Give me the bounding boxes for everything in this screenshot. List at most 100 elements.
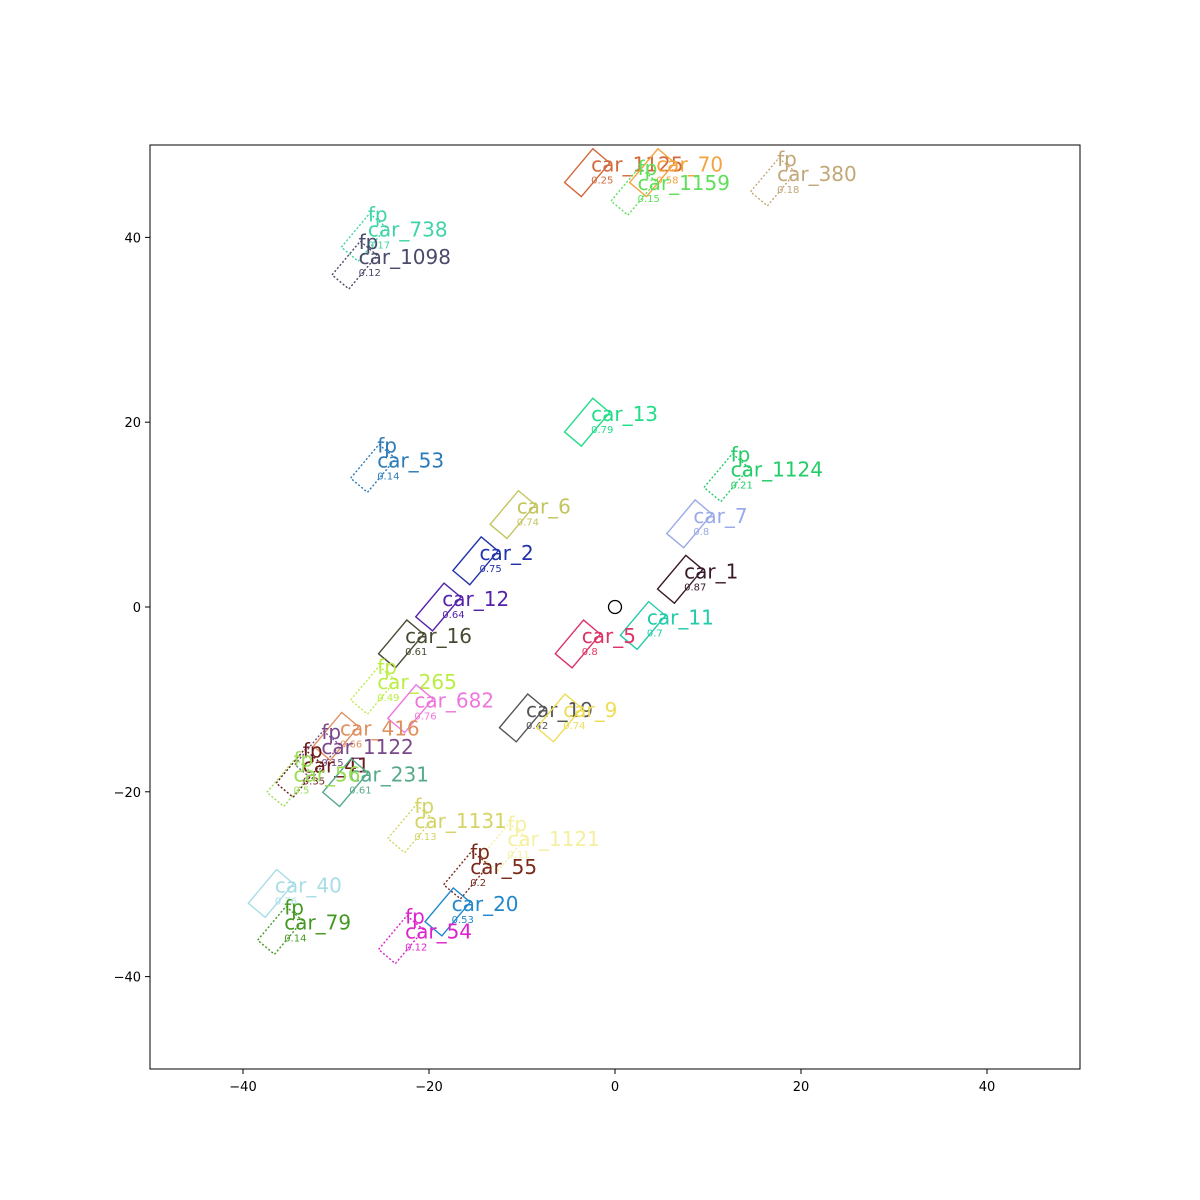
y-tick-label: 0 bbox=[133, 601, 141, 616]
object-label: car_1121 bbox=[507, 827, 599, 851]
object-label: car_12 bbox=[442, 587, 509, 611]
object-box bbox=[628, 147, 676, 198]
fp-tag: fp bbox=[405, 905, 425, 929]
object-label: car_79 bbox=[284, 910, 351, 934]
object-label: car_231 bbox=[349, 763, 429, 787]
object-box bbox=[489, 489, 537, 540]
y-tick-label: 40 bbox=[124, 231, 141, 246]
object-box bbox=[451, 535, 500, 586]
object-label: car_70 bbox=[656, 153, 723, 177]
fp-tag: fp bbox=[294, 748, 314, 772]
object-car_16: car_160.61 bbox=[377, 619, 472, 669]
object-box bbox=[619, 600, 667, 651]
object-label: car_1159 bbox=[638, 171, 730, 195]
object-label: car_738 bbox=[368, 217, 448, 241]
object-car_11: car_110.7 bbox=[619, 600, 714, 651]
object-score: 0.12 bbox=[359, 268, 381, 279]
object-label: car_380 bbox=[777, 162, 857, 186]
object-label: car_54 bbox=[405, 920, 472, 944]
ego-marker bbox=[607, 599, 623, 615]
fp-tag: fp bbox=[731, 443, 751, 467]
object-car_20: car_200.53 bbox=[424, 887, 519, 937]
fp-tag: fp bbox=[321, 720, 341, 744]
fp-tag: fp bbox=[777, 147, 797, 171]
object-score: 0.87 bbox=[684, 582, 706, 593]
object-car_1: car_10.87 bbox=[656, 554, 738, 605]
object-car_2: car_20.75 bbox=[451, 535, 534, 586]
object-label: car_9 bbox=[563, 698, 617, 722]
object-score: 0.74 bbox=[517, 518, 539, 529]
object-label: car_19 bbox=[526, 698, 593, 722]
fp-tag: fp bbox=[303, 738, 323, 762]
object-label: car_2 bbox=[480, 541, 534, 565]
object-box bbox=[535, 692, 583, 743]
object-car_7: car_70.8 bbox=[665, 498, 748, 549]
object-score: 0.15 bbox=[638, 194, 660, 205]
object-score: 0.8 bbox=[582, 647, 598, 658]
fp-tag: fp bbox=[638, 156, 658, 180]
fp-tag: fp bbox=[414, 794, 434, 818]
object-label: car_56 bbox=[294, 763, 361, 787]
object-label: car_1131 bbox=[414, 809, 506, 833]
object-score: 0.11 bbox=[507, 850, 529, 861]
fp-tag: fp bbox=[507, 812, 527, 836]
object-score: 0.13 bbox=[414, 832, 436, 843]
object-score: 0.79 bbox=[591, 425, 613, 436]
object-car_13: car_130.79 bbox=[563, 397, 658, 448]
object-box bbox=[321, 757, 369, 808]
object-label: car_11 bbox=[647, 605, 714, 629]
object-label: car_1122 bbox=[321, 735, 413, 759]
object-score: 0.12 bbox=[405, 943, 427, 954]
object-score: 0.35 bbox=[303, 776, 325, 787]
object-label: car_416 bbox=[340, 716, 420, 740]
fp-tag: fp bbox=[368, 202, 388, 226]
x-tick-label: 40 bbox=[979, 1080, 996, 1095]
object-label: car_5 bbox=[582, 624, 636, 648]
y-tick-label: −20 bbox=[114, 786, 141, 801]
object-score: 0.14 bbox=[284, 933, 306, 944]
object-label: car_1124 bbox=[731, 458, 823, 482]
object-label: car_16 bbox=[405, 624, 472, 648]
object-score: 0.74 bbox=[563, 721, 585, 732]
object-label: car_6 bbox=[517, 495, 571, 519]
object-score: 0.53 bbox=[452, 915, 474, 926]
object-box bbox=[312, 711, 360, 762]
object-score: 0.64 bbox=[442, 610, 464, 621]
object-box bbox=[377, 619, 425, 669]
object-score: 0.76 bbox=[275, 896, 297, 907]
object-car_40: car_400.76 bbox=[247, 868, 342, 919]
object-score: 0.8 bbox=[693, 527, 709, 538]
object-car_6: car_60.74 bbox=[489, 489, 571, 540]
object-box bbox=[498, 692, 546, 743]
plot-marks: car_11250.25car_700.58fpcar_11590.15fpca… bbox=[247, 147, 857, 965]
object-label: car_7 bbox=[693, 504, 747, 528]
object-score: 0.61 bbox=[349, 786, 371, 797]
object-box bbox=[563, 397, 611, 448]
object-car_70: car_700.58 bbox=[628, 147, 723, 198]
object-label: car_13 bbox=[591, 402, 658, 426]
object-label: car_1 bbox=[684, 559, 738, 583]
y-tick-label: −40 bbox=[114, 971, 141, 986]
object-score: 0.7 bbox=[647, 628, 663, 639]
object-score: 0.18 bbox=[777, 185, 799, 196]
object-score: 0.5 bbox=[294, 786, 310, 797]
object-box bbox=[656, 554, 704, 605]
object-score: 0.66 bbox=[340, 739, 362, 750]
x-tick-label: 20 bbox=[793, 1080, 810, 1095]
object-label: car_20 bbox=[452, 892, 519, 916]
object-score: 0.14 bbox=[377, 471, 399, 482]
x-tick-label: −20 bbox=[415, 1080, 442, 1095]
fp-tag: fp bbox=[359, 230, 379, 254]
object-box bbox=[665, 498, 713, 549]
